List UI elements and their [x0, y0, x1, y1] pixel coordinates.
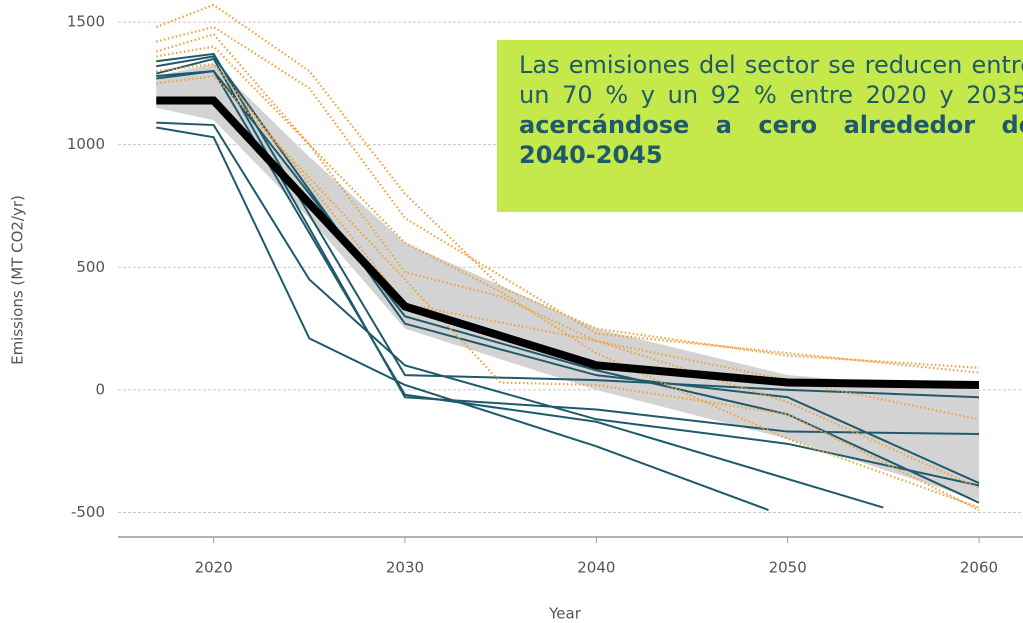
- series-line: [156, 70, 980, 504]
- series-line: [156, 126, 769, 511]
- x-tick-label: 2050: [769, 559, 807, 577]
- series-line: [156, 52, 980, 399]
- x-tick-label: 2060: [960, 559, 998, 577]
- series-line: [156, 55, 980, 484]
- series-line: [155, 33, 980, 421]
- series-line: [156, 62, 980, 489]
- x-tick-label: 2040: [577, 559, 615, 577]
- annotation-text: Las emisiones del sector se reducen entr…: [519, 51, 1023, 109]
- y-axis-label: Emissions (MT CO2/yr): [9, 195, 27, 365]
- series-line: [156, 96, 980, 389]
- series-line: [156, 57, 980, 436]
- series-line: [155, 3, 980, 369]
- series-line: [156, 121, 980, 487]
- y-tick-label: 1000: [67, 135, 105, 153]
- annotation: Las emisiones del sector se reducen entr…: [497, 40, 1023, 170]
- annotation-bold: acercándose a cero alrededor de 2040-204…: [519, 111, 1023, 169]
- y-tick-label: -500: [71, 503, 105, 521]
- x-tick-label: 2030: [386, 559, 424, 577]
- x-axis-label: Year: [548, 605, 582, 623]
- range-band: [156, 63, 979, 501]
- y-tick-label: 0: [95, 380, 105, 398]
- x-tick-label: 2020: [195, 559, 233, 577]
- y-tick-label: 500: [76, 258, 105, 276]
- annotation-box: Las emisiones del sector se reducen entr…: [497, 40, 1023, 212]
- y-tick-label: 1500: [67, 13, 105, 31]
